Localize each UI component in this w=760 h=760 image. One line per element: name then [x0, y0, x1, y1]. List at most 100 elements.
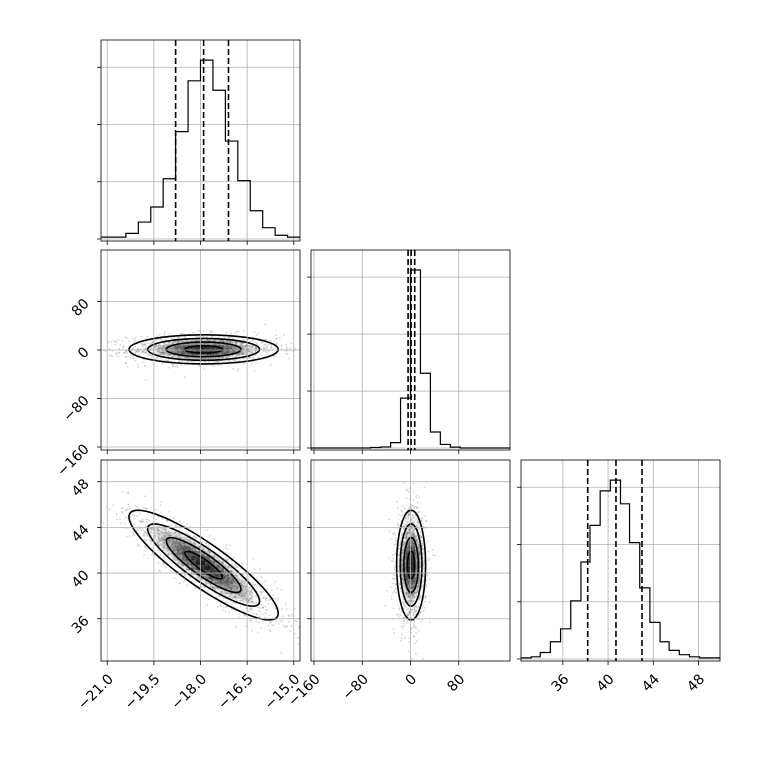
scatter-point	[172, 517, 175, 520]
scatter-point	[238, 594, 241, 596]
scatter-point	[396, 522, 399, 525]
scatter-point	[425, 596, 427, 599]
scatter-point	[412, 521, 415, 524]
scatter-point	[394, 537, 397, 539]
scatter-point	[413, 606, 416, 609]
scatter-point	[136, 363, 139, 366]
scatter-point	[406, 614, 409, 617]
scatter-point	[195, 339, 198, 342]
scatter-point	[422, 556, 425, 559]
scatter-point	[173, 577, 176, 580]
scatter-point	[192, 339, 194, 342]
scatter-point	[242, 353, 245, 355]
scatter-point	[272, 594, 275, 597]
x-tick-label: 80	[444, 671, 468, 695]
scatter-point	[404, 606, 407, 609]
scatter-point	[194, 587, 197, 589]
scatter-point	[406, 532, 408, 535]
scatter-point	[214, 554, 216, 557]
scatter-point	[180, 347, 182, 350]
scatter-point	[231, 562, 233, 565]
scatter-point	[122, 345, 125, 347]
scatter-point	[244, 585, 247, 588]
scatter-point	[275, 338, 277, 341]
scatter-point	[420, 536, 423, 539]
scatter-point	[122, 346, 125, 349]
scatter-point	[393, 531, 396, 534]
scatter-point	[229, 350, 231, 353]
scatter-point	[170, 570, 172, 573]
scatter-point	[425, 520, 428, 523]
scatter-point	[161, 351, 163, 354]
scatter-point	[411, 601, 414, 604]
scatter-point	[218, 559, 221, 562]
scatter-point	[187, 539, 190, 542]
scatter-point	[411, 533, 413, 536]
scatter-point	[412, 533, 414, 536]
scatter-point	[218, 595, 221, 598]
scatter-point	[290, 342, 293, 345]
scatter-point	[225, 352, 228, 355]
scatter-point	[129, 356, 132, 359]
scatter-point	[405, 517, 408, 520]
density-cell	[200, 565, 206, 571]
scatter-point	[266, 609, 268, 612]
scatter-point	[398, 582, 401, 585]
scatter-point	[405, 592, 408, 594]
density-cell	[410, 579, 416, 585]
scatter-point	[415, 524, 418, 527]
scatter-point	[415, 627, 417, 630]
scatter-point	[159, 352, 162, 354]
scatter-point	[145, 347, 147, 349]
scatter-point	[286, 608, 288, 611]
scatter-point	[110, 354, 112, 357]
scatter-point	[263, 346, 265, 349]
scatter-point	[121, 491, 124, 493]
scatter-point	[398, 575, 401, 578]
scatter-point	[418, 496, 421, 499]
density-cell	[205, 574, 210, 580]
scatter-point	[219, 605, 222, 608]
scatter-point	[164, 546, 166, 549]
scatter-point	[234, 341, 237, 344]
density-cell	[176, 345, 182, 350]
scatter-point	[174, 545, 177, 548]
scatter-point	[178, 542, 181, 545]
scatter-point	[418, 544, 420, 547]
scatter-point	[115, 518, 118, 521]
scatter-point	[157, 529, 160, 532]
scatter-point	[392, 631, 395, 634]
scatter-point	[412, 517, 415, 519]
scatter-point	[194, 535, 197, 538]
scatter-point	[414, 592, 417, 594]
density-cell	[243, 598, 248, 604]
scatter-point	[202, 553, 205, 556]
scatter-point	[239, 345, 242, 348]
scatter-point	[414, 536, 416, 539]
scatter-point	[142, 520, 145, 523]
scatter-point	[405, 518, 407, 520]
scatter-point	[407, 650, 410, 653]
scatter-point	[397, 553, 400, 556]
contour-line	[128, 334, 280, 365]
scatter-point	[150, 356, 153, 359]
scatter-point	[177, 340, 179, 343]
scatter-point	[170, 524, 173, 526]
scatter-point	[234, 581, 236, 584]
scatter-point	[412, 592, 415, 595]
scatter-point	[162, 353, 164, 356]
density-cell	[205, 570, 210, 575]
scatter-point	[412, 614, 415, 617]
scatter-point	[182, 556, 185, 558]
scatter-point	[415, 538, 418, 541]
scatter-point	[143, 343, 146, 346]
scatter-point	[219, 584, 221, 587]
scatter-point	[406, 580, 409, 583]
scatter-point	[242, 595, 245, 598]
scatter-point	[52, 345, 54, 347]
scatter-point	[294, 619, 297, 622]
scatter-point	[407, 607, 410, 610]
scatter-point	[221, 562, 224, 564]
scatter-point	[418, 561, 421, 564]
scatter-point	[174, 348, 177, 350]
